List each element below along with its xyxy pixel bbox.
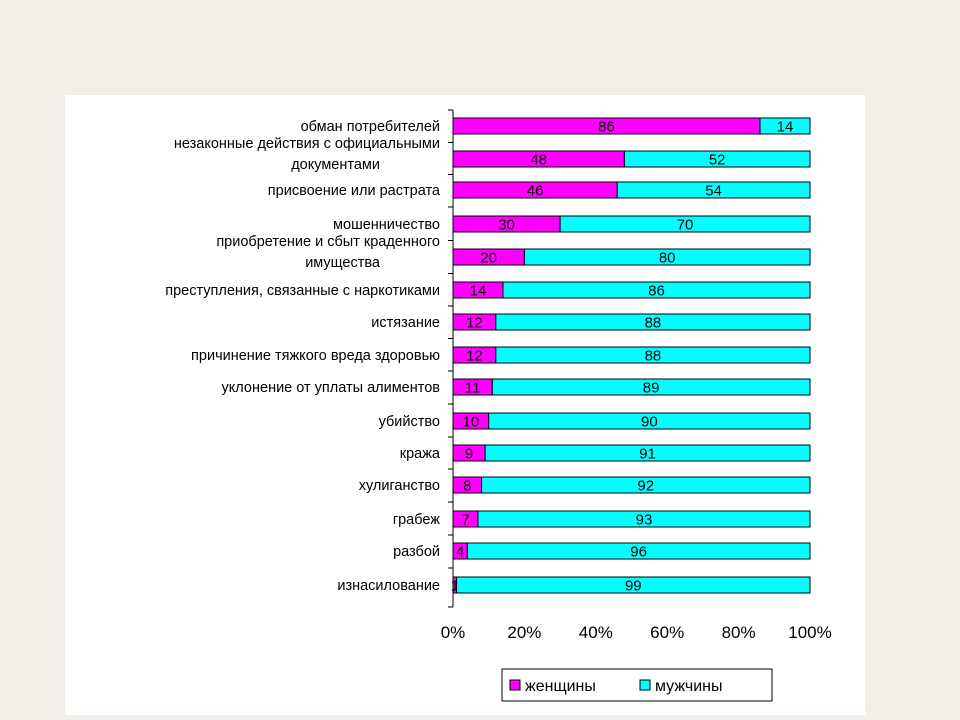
data-label: 88 — [645, 315, 662, 332]
category-label: разбой — [393, 544, 440, 560]
data-label: 7 — [461, 512, 469, 529]
category-label: уклонение от уплаты алиментов — [222, 380, 441, 396]
data-label: 80 — [659, 250, 676, 267]
x-tick-label: 40% — [579, 623, 613, 642]
x-tick-label: 80% — [722, 623, 756, 642]
bar-men — [466, 542, 811, 560]
bar-men — [495, 313, 811, 331]
category-label: истязание — [371, 315, 440, 331]
data-label: 1 — [451, 578, 459, 595]
bar-men — [502, 281, 811, 299]
x-tick-label: 20% — [507, 623, 541, 642]
bar-men — [477, 510, 811, 528]
data-label: 11 — [465, 380, 481, 397]
data-label: 91 — [639, 446, 656, 463]
data-label: 70 — [677, 217, 694, 234]
bar-men — [623, 150, 811, 168]
bar-men — [484, 444, 811, 462]
bar-men — [559, 215, 811, 233]
x-tick-label: 0% — [441, 623, 466, 642]
data-label: 89 — [643, 380, 660, 397]
x-tick-label: 60% — [650, 623, 684, 642]
bar-men — [523, 248, 811, 266]
data-label: 14 — [777, 119, 794, 136]
data-label: 12 — [466, 348, 483, 365]
data-label: 96 — [630, 544, 647, 561]
bar-men — [616, 181, 811, 199]
category-label: грабеж — [393, 512, 440, 528]
category-label: изнасилование — [337, 578, 440, 594]
data-label: 20 — [480, 250, 497, 267]
bar-men — [495, 346, 811, 364]
data-label: 14 — [470, 283, 487, 300]
category-label: приобретение и сбыт краденного имущества — [216, 234, 440, 271]
data-label: 46 — [527, 183, 544, 200]
data-label: 93 — [636, 512, 653, 529]
data-label: 52 — [709, 152, 726, 169]
data-label: 99 — [625, 578, 642, 595]
legend-label-women: женщины — [525, 678, 596, 695]
legend-label-men: мужчины — [655, 678, 723, 695]
data-label: 48 — [530, 152, 547, 169]
category-label: преступления, связанные с наркотиками — [165, 283, 440, 299]
category-label: кража — [400, 446, 441, 462]
x-tick-label: 100% — [788, 623, 831, 642]
bar-men — [456, 576, 811, 594]
legend-box — [501, 668, 773, 702]
data-label: 12 — [466, 315, 483, 332]
category-label: незаконные действия с официальными докуме… — [174, 136, 440, 173]
category-label: причинение тяжкого вреда здоровью — [191, 348, 440, 364]
data-label: 86 — [598, 119, 615, 136]
data-label: 9 — [465, 446, 473, 463]
data-label: 10 — [463, 414, 480, 431]
data-label: 4 — [456, 544, 464, 561]
bar-men — [759, 117, 811, 135]
data-label: 86 — [648, 283, 665, 300]
data-label: 54 — [705, 183, 722, 200]
category-label: хулиганство — [359, 478, 440, 494]
legend-swatch-men — [639, 679, 651, 691]
data-label: 88 — [645, 348, 662, 365]
legend-swatch-women — [509, 679, 521, 691]
category-label: обман потребителей — [301, 119, 440, 135]
bar-men — [488, 412, 811, 430]
category-label: мошенничество — [333, 217, 440, 233]
bar-men — [481, 476, 811, 494]
category-label: убийство — [379, 414, 440, 430]
bar-men — [491, 378, 811, 396]
chart-panel: 0% 20% 40% 60% 80% 100% 86 14 обман потребителей… — [65, 95, 865, 715]
data-label: 92 — [637, 478, 654, 495]
data-label: 90 — [641, 414, 658, 431]
data-label: 30 — [498, 217, 515, 234]
category-label: присвоение или растрата — [268, 183, 441, 199]
data-label: 8 — [463, 478, 471, 495]
